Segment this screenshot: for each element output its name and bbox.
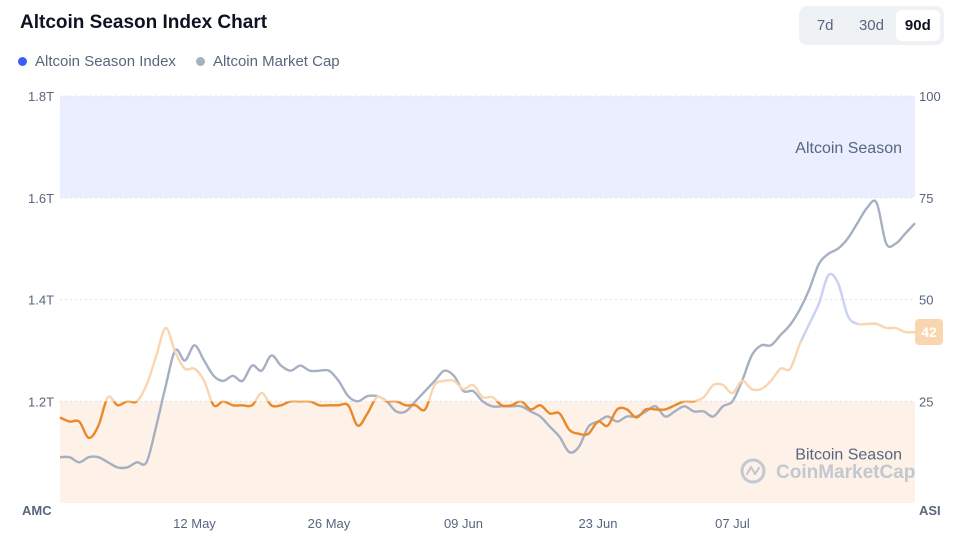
right-axis-tick-label: 75 [919, 191, 933, 206]
x-axis: 12 May 26 May 09 Jun 23 Jun 07 Jul [173, 516, 750, 531]
x-axis-tick-label: 07 Jul [715, 516, 750, 531]
legend-dot-icon [195, 57, 205, 66]
legend-item-altcoin-season-index[interactable]: Altcoin Season Index [18, 53, 176, 70]
time-range-selector: 7d 30d 90d [799, 6, 944, 45]
right-axis-tick-label: 25 [919, 394, 933, 409]
left-axis-tick-label: 1.4T [28, 293, 54, 308]
watermark-text: CoinMarketCap [776, 462, 915, 483]
chart-title: Altcoin Season Index Chart [20, 12, 268, 33]
bitcoin-season-label: Bitcoin Season [795, 446, 902, 463]
latest-value-badge: 42 [915, 319, 943, 346]
coinmarketcap-watermark: CoinMarketCap [740, 458, 915, 484]
altcoin-season-zone [60, 96, 915, 198]
left-axis-tick-label: 1.6T [28, 191, 54, 206]
legend-label: Altcoin Market Cap [212, 53, 340, 70]
legend-label: Altcoin Season Index [35, 53, 176, 70]
bitcoin-season-zone [60, 401, 915, 503]
x-axis-tick-label: 12 May [173, 516, 216, 531]
legend-item-altcoin-market-cap[interactable]: Altcoin Market Cap [195, 53, 340, 70]
x-axis-tick-label: 26 May [308, 516, 351, 531]
x-axis-tick-label: 09 Jun [444, 516, 483, 531]
chart-legend: Altcoin Season Index Altcoin Market Cap [18, 53, 340, 70]
range-30d-button[interactable]: 30d [849, 10, 893, 41]
right-axis-label: ASI [919, 503, 941, 518]
range-90d-button[interactable]: 90d [895, 10, 940, 41]
range-7d-button[interactable]: 7d [803, 10, 847, 41]
coinmarketcap-logo-icon [740, 458, 766, 484]
right-axis-tick-label: 50 [919, 293, 933, 308]
right-axis-tick-label: 100 [919, 89, 941, 104]
altcoin-season-label: Altcoin Season [795, 140, 902, 157]
badge-value: 42 [921, 324, 937, 340]
asi-line-neutral [104, 272, 916, 402]
left-axis-label: AMC [22, 503, 52, 518]
left-axis-tick-label: 1.2T [28, 394, 54, 409]
left-axis-tick-label: 1.8T [28, 89, 54, 104]
right-axis: 100 75 50 25 ASI [919, 89, 941, 518]
badge-background [915, 319, 943, 346]
x-axis-tick-label: 23 Jun [578, 516, 617, 531]
left-axis: 1.8T 1.6T 1.4T 1.2T AMC [22, 89, 54, 518]
series-lines [59, 199, 916, 470]
legend-dot-icon [18, 57, 27, 66]
altcoin-market-cap-line [59, 199, 916, 470]
